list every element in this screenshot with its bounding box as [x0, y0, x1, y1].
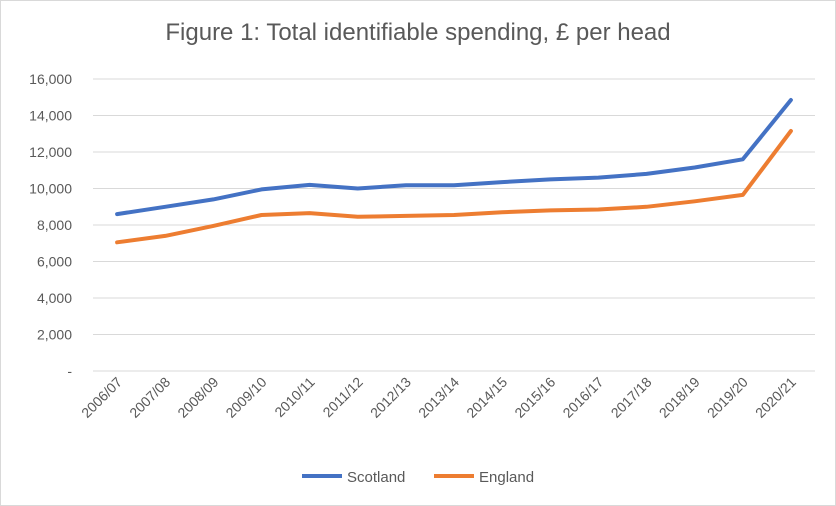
x-tick-label: 2019/20	[704, 374, 751, 421]
y-tick-label: 8,000	[37, 217, 72, 233]
legend-label-england: England	[479, 469, 534, 486]
x-axis-tick-labels: 2006/07 2007/08 2008/09 2009/10 2010/11 2011/…	[78, 374, 799, 421]
legend-label-scotland: Scotland	[347, 469, 405, 486]
y-tick-label: 12,000	[29, 144, 72, 160]
x-tick-label: 2018/19	[656, 374, 703, 421]
y-tick-label: 2,000	[37, 327, 72, 343]
y-tick-label: 10,000	[29, 181, 72, 197]
legend: Scotland England	[302, 469, 534, 486]
x-tick-label: 2015/16	[511, 374, 558, 421]
x-tick-label: 2010/11	[271, 374, 318, 421]
x-tick-label: 2007/08	[126, 374, 173, 421]
x-tick-label: 2008/09	[174, 374, 221, 421]
x-tick-label: 2009/10	[222, 374, 269, 421]
x-tick-label: 2016/17	[559, 374, 606, 421]
chart-title: Figure 1: Total identifiable spending, £…	[165, 19, 671, 46]
y-tick-label: 16,000	[29, 71, 72, 87]
y-tick-label: -	[67, 363, 72, 379]
x-tick-label: 2012/13	[367, 374, 414, 421]
x-tick-label: 2020/21	[752, 374, 799, 421]
x-tick-label: 2006/07	[78, 374, 125, 421]
x-tick-label: 2011/12	[319, 374, 366, 421]
series-line-scotland	[115, 98, 793, 217]
y-tick-label: 14,000	[29, 108, 72, 124]
series-line-england	[115, 129, 793, 245]
x-tick-label: 2017/18	[608, 374, 655, 421]
x-tick-label: 2013/14	[415, 374, 462, 421]
y-axis-tick-labels: - 2,000 4,000 6,000 8,000 10,000 12,000 14,000 1…	[29, 71, 72, 379]
x-tick-label: 2014/15	[463, 374, 510, 421]
gridlines	[93, 78, 815, 372]
y-tick-label: 4,000	[37, 290, 72, 306]
y-tick-label: 6,000	[37, 254, 72, 270]
series-lines	[115, 98, 793, 245]
